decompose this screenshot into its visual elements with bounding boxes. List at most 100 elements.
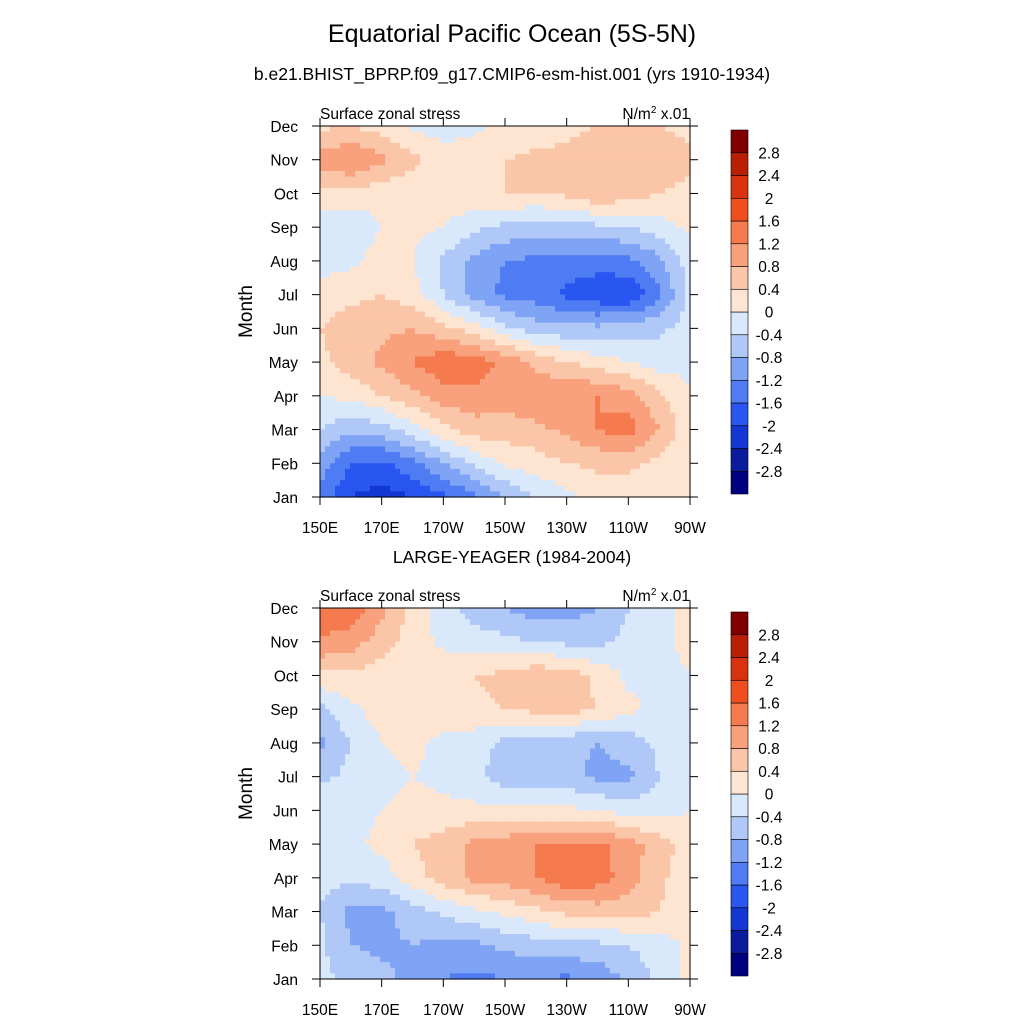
contour-cell — [445, 289, 451, 296]
contour-cell — [610, 401, 616, 408]
contour-cell — [580, 255, 586, 262]
contour-cell — [575, 435, 581, 442]
contour-cell — [545, 474, 551, 481]
contour-cell — [650, 266, 656, 273]
contour-cell — [620, 176, 626, 183]
contour-cell — [680, 452, 686, 459]
contour-cell — [530, 407, 536, 414]
contour-cell — [550, 176, 556, 183]
contour-cell — [470, 333, 476, 341]
contour-cell — [570, 429, 576, 436]
contour-cell — [610, 137, 616, 144]
contour-cell — [630, 463, 636, 470]
contour-cell — [640, 300, 646, 307]
contour-cell — [555, 468, 561, 476]
contour-cell — [525, 485, 531, 492]
contour-cell — [420, 249, 426, 256]
contour-cell — [395, 199, 401, 206]
contour-cell — [565, 367, 571, 374]
y-tick-label: May — [269, 355, 299, 372]
contour-cell — [430, 418, 436, 425]
contour-cell — [435, 457, 441, 464]
contour-cell — [425, 378, 431, 386]
contour-cell — [325, 317, 331, 324]
contour-cell — [410, 305, 416, 313]
contour-cell — [370, 328, 376, 335]
contour-cell — [440, 390, 446, 397]
contour-cell — [325, 300, 331, 307]
contour-cell — [475, 452, 481, 459]
contour-cell — [605, 142, 611, 150]
contour-cell — [590, 457, 596, 464]
contour-cell — [320, 266, 326, 273]
contour-cell — [655, 232, 661, 240]
contour-cell — [465, 435, 471, 442]
contour-cell — [655, 277, 661, 284]
contour-cell — [330, 131, 336, 138]
contour-cell — [390, 249, 396, 256]
contour-cell — [660, 142, 666, 150]
contour-cell — [595, 333, 601, 341]
contour-cell — [390, 159, 396, 166]
contour-cell — [395, 446, 401, 453]
contour-cell — [455, 283, 461, 290]
contour-cell — [485, 142, 491, 150]
contour-cell — [640, 401, 646, 408]
contour-cell — [635, 322, 641, 329]
contour-cell — [445, 317, 451, 324]
contour-cell — [640, 311, 646, 318]
contour-cell — [605, 457, 611, 464]
contour-cell — [340, 210, 346, 217]
contour-cell — [580, 485, 586, 492]
contour-cell — [685, 474, 691, 481]
contour-cell — [360, 328, 366, 335]
contour-cell — [345, 176, 351, 183]
contour-cell — [680, 272, 686, 279]
contour-cell — [395, 463, 401, 470]
contour-cell — [480, 333, 486, 341]
contour-cell — [410, 367, 416, 374]
contour-cell — [545, 485, 551, 492]
contour-cell — [670, 165, 676, 172]
contour-cell — [520, 277, 526, 284]
contour-cell — [350, 390, 356, 397]
contour-cell — [670, 170, 676, 178]
contour-cell — [445, 142, 451, 150]
contour-cell — [535, 401, 541, 408]
contour-cell — [590, 423, 596, 431]
contour-cell — [490, 272, 496, 279]
contour-cell — [595, 277, 601, 284]
contour-cell — [405, 154, 411, 161]
contour-cell — [325, 142, 331, 150]
contour-cell — [535, 305, 541, 313]
contour-cell — [635, 249, 641, 256]
contour-cell — [570, 322, 576, 329]
contour-cell — [445, 356, 451, 363]
contour-cell — [535, 423, 541, 431]
contour-cell — [630, 176, 636, 183]
contour-cell — [405, 429, 411, 436]
contour-cell — [355, 401, 361, 408]
contour-cell — [540, 165, 546, 172]
contour-cell — [485, 204, 491, 211]
contour-cell — [425, 170, 431, 178]
contour-cell — [685, 294, 691, 301]
contour-cell — [455, 457, 461, 464]
contour-cell — [500, 452, 506, 459]
contour-cell — [670, 333, 676, 341]
contour-cell — [430, 193, 436, 200]
contour-cell — [685, 272, 691, 279]
contour-cell — [390, 204, 396, 211]
contour-cell — [670, 401, 676, 408]
contour-cell — [395, 227, 401, 234]
contour-cell — [660, 283, 666, 290]
contour-cell — [675, 474, 681, 481]
contour-cell — [680, 412, 686, 419]
contour-cell — [480, 154, 486, 161]
contour-cell — [510, 154, 516, 161]
contour-cell — [340, 362, 346, 369]
contour-cell — [675, 289, 681, 296]
contour-cell — [605, 187, 611, 195]
contour-cell — [495, 418, 501, 425]
contour-cell — [430, 350, 436, 358]
